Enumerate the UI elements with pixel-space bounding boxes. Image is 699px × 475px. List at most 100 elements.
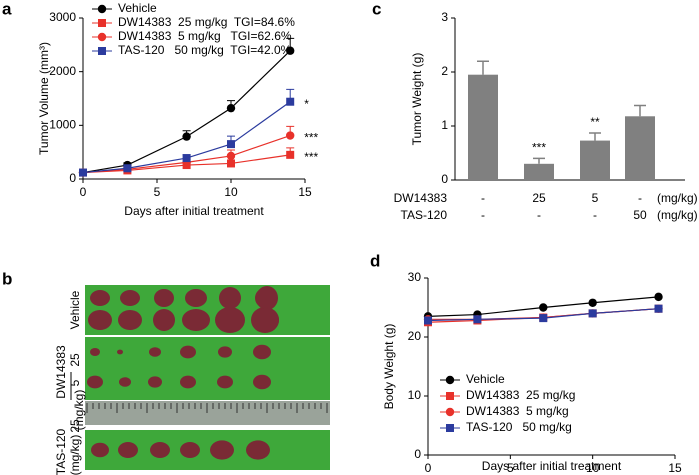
marker bbox=[227, 159, 235, 168]
tumor bbox=[117, 349, 123, 355]
bar bbox=[580, 140, 610, 180]
legend-marker bbox=[446, 424, 454, 432]
tumor bbox=[150, 442, 170, 458]
photo-label: TAS-120 bbox=[54, 428, 68, 475]
tumor bbox=[215, 307, 245, 333]
legend-label: Vehicle bbox=[466, 372, 505, 386]
x-tick-label: 10 bbox=[586, 461, 600, 475]
tumor bbox=[153, 309, 175, 331]
photo-vehicle bbox=[85, 285, 330, 335]
legend-label: DW14383 5 mg/kg TGI=62.6% bbox=[118, 29, 292, 43]
bar bbox=[524, 163, 554, 180]
dose-cell: 25 bbox=[532, 191, 546, 205]
legend-marker bbox=[98, 47, 106, 55]
annotation: * bbox=[304, 97, 309, 111]
x-tick-label: 10 bbox=[224, 185, 238, 199]
tumor bbox=[180, 375, 196, 389]
marker bbox=[226, 103, 236, 113]
y-tick-label: 20 bbox=[408, 329, 422, 343]
error-bar bbox=[533, 157, 545, 164]
tumor bbox=[149, 347, 161, 357]
tumors bbox=[86, 286, 328, 460]
x-tick-label: 15 bbox=[298, 185, 312, 199]
marker bbox=[539, 303, 548, 312]
tumor bbox=[255, 308, 279, 332]
error-bar bbox=[477, 60, 489, 75]
annotation: *** bbox=[304, 150, 318, 164]
marker bbox=[286, 150, 295, 159]
y-axis-label: Tumor Volume (mm³) bbox=[37, 42, 51, 155]
dose-label: DW14383 bbox=[394, 191, 448, 205]
tumor bbox=[246, 440, 270, 460]
photo-dw bbox=[85, 337, 330, 400]
tumor bbox=[87, 375, 103, 389]
tumor bbox=[219, 287, 241, 309]
x-tick-label: 5 bbox=[154, 185, 161, 199]
marker bbox=[588, 298, 597, 307]
marker bbox=[473, 315, 482, 324]
photo-label: 25 bbox=[68, 353, 82, 367]
panel-letter: c bbox=[372, 0, 381, 18]
tumor bbox=[148, 376, 162, 388]
marker bbox=[424, 316, 432, 325]
y-tick-label: 0 bbox=[414, 447, 421, 461]
tumor bbox=[90, 290, 110, 306]
tumor bbox=[154, 289, 174, 307]
marker bbox=[539, 314, 548, 323]
tumor bbox=[119, 377, 131, 387]
marker bbox=[227, 140, 235, 149]
legend-marker bbox=[445, 407, 455, 417]
photo-label: (mg/kg) bbox=[72, 390, 86, 431]
y-tick-label: 30 bbox=[408, 270, 422, 284]
tumor bbox=[180, 442, 200, 458]
legend-label: TAS-120 50 mg/kg bbox=[466, 420, 572, 434]
legend-label: DW14383 5 mg/kg bbox=[466, 404, 569, 418]
marker bbox=[182, 132, 191, 141]
y-axis-label: Tumor Weight (g) bbox=[410, 53, 424, 146]
photo-label: Vehicle bbox=[68, 290, 82, 329]
y-axis-label: Body Weight (g) bbox=[382, 324, 396, 410]
tumor bbox=[217, 375, 233, 389]
dose-label: TAS-120 bbox=[401, 208, 448, 222]
legend-label: DW14383 25 mg/kg bbox=[466, 388, 575, 402]
legend-label: Vehicle bbox=[118, 1, 157, 15]
photo-label: DW14383 bbox=[54, 345, 68, 399]
tumor bbox=[91, 442, 109, 458]
panel-letter: a bbox=[2, 0, 12, 18]
legend-marker bbox=[97, 4, 107, 14]
tumor bbox=[185, 289, 207, 307]
tumor bbox=[253, 344, 271, 360]
x-tick-label: 0 bbox=[425, 461, 432, 475]
y-tick-label: 1 bbox=[441, 118, 448, 132]
tumor bbox=[180, 345, 196, 359]
photo-label: 5 bbox=[68, 379, 82, 386]
y-tick-label: 3000 bbox=[49, 10, 76, 24]
marker bbox=[286, 46, 295, 55]
legend-label: TAS-120 50 mg/kg TGI=42.0% bbox=[118, 43, 292, 57]
tumor bbox=[218, 346, 232, 358]
annotation: ** bbox=[590, 115, 600, 129]
tumor bbox=[118, 310, 142, 330]
y-tick-label: 0 bbox=[69, 171, 76, 185]
y-tick-label: 0 bbox=[441, 172, 448, 186]
legend-marker bbox=[446, 392, 454, 400]
x-tick-label: 5 bbox=[507, 461, 514, 475]
tumor bbox=[210, 440, 234, 460]
tumor bbox=[256, 286, 278, 310]
photo-panel: b Vehicle DW14383 25 5 (mg/kg) TAS-120 (… bbox=[2, 269, 330, 475]
error-bar bbox=[634, 104, 646, 117]
tumor bbox=[118, 442, 138, 458]
marker bbox=[286, 131, 295, 140]
y-tick-label: 10 bbox=[408, 388, 422, 402]
panel-letter: d bbox=[370, 251, 380, 270]
dose-unit: (mg/kg) bbox=[657, 191, 698, 205]
y-tick-label: 1000 bbox=[49, 118, 76, 132]
y-tick-label: 2 bbox=[441, 64, 448, 78]
legend-marker bbox=[98, 19, 106, 27]
tumor bbox=[253, 374, 271, 390]
marker bbox=[286, 97, 295, 106]
bar bbox=[468, 74, 498, 180]
x-tick-label: 15 bbox=[668, 461, 682, 475]
dose-unit: (mg/kg) bbox=[657, 208, 698, 222]
